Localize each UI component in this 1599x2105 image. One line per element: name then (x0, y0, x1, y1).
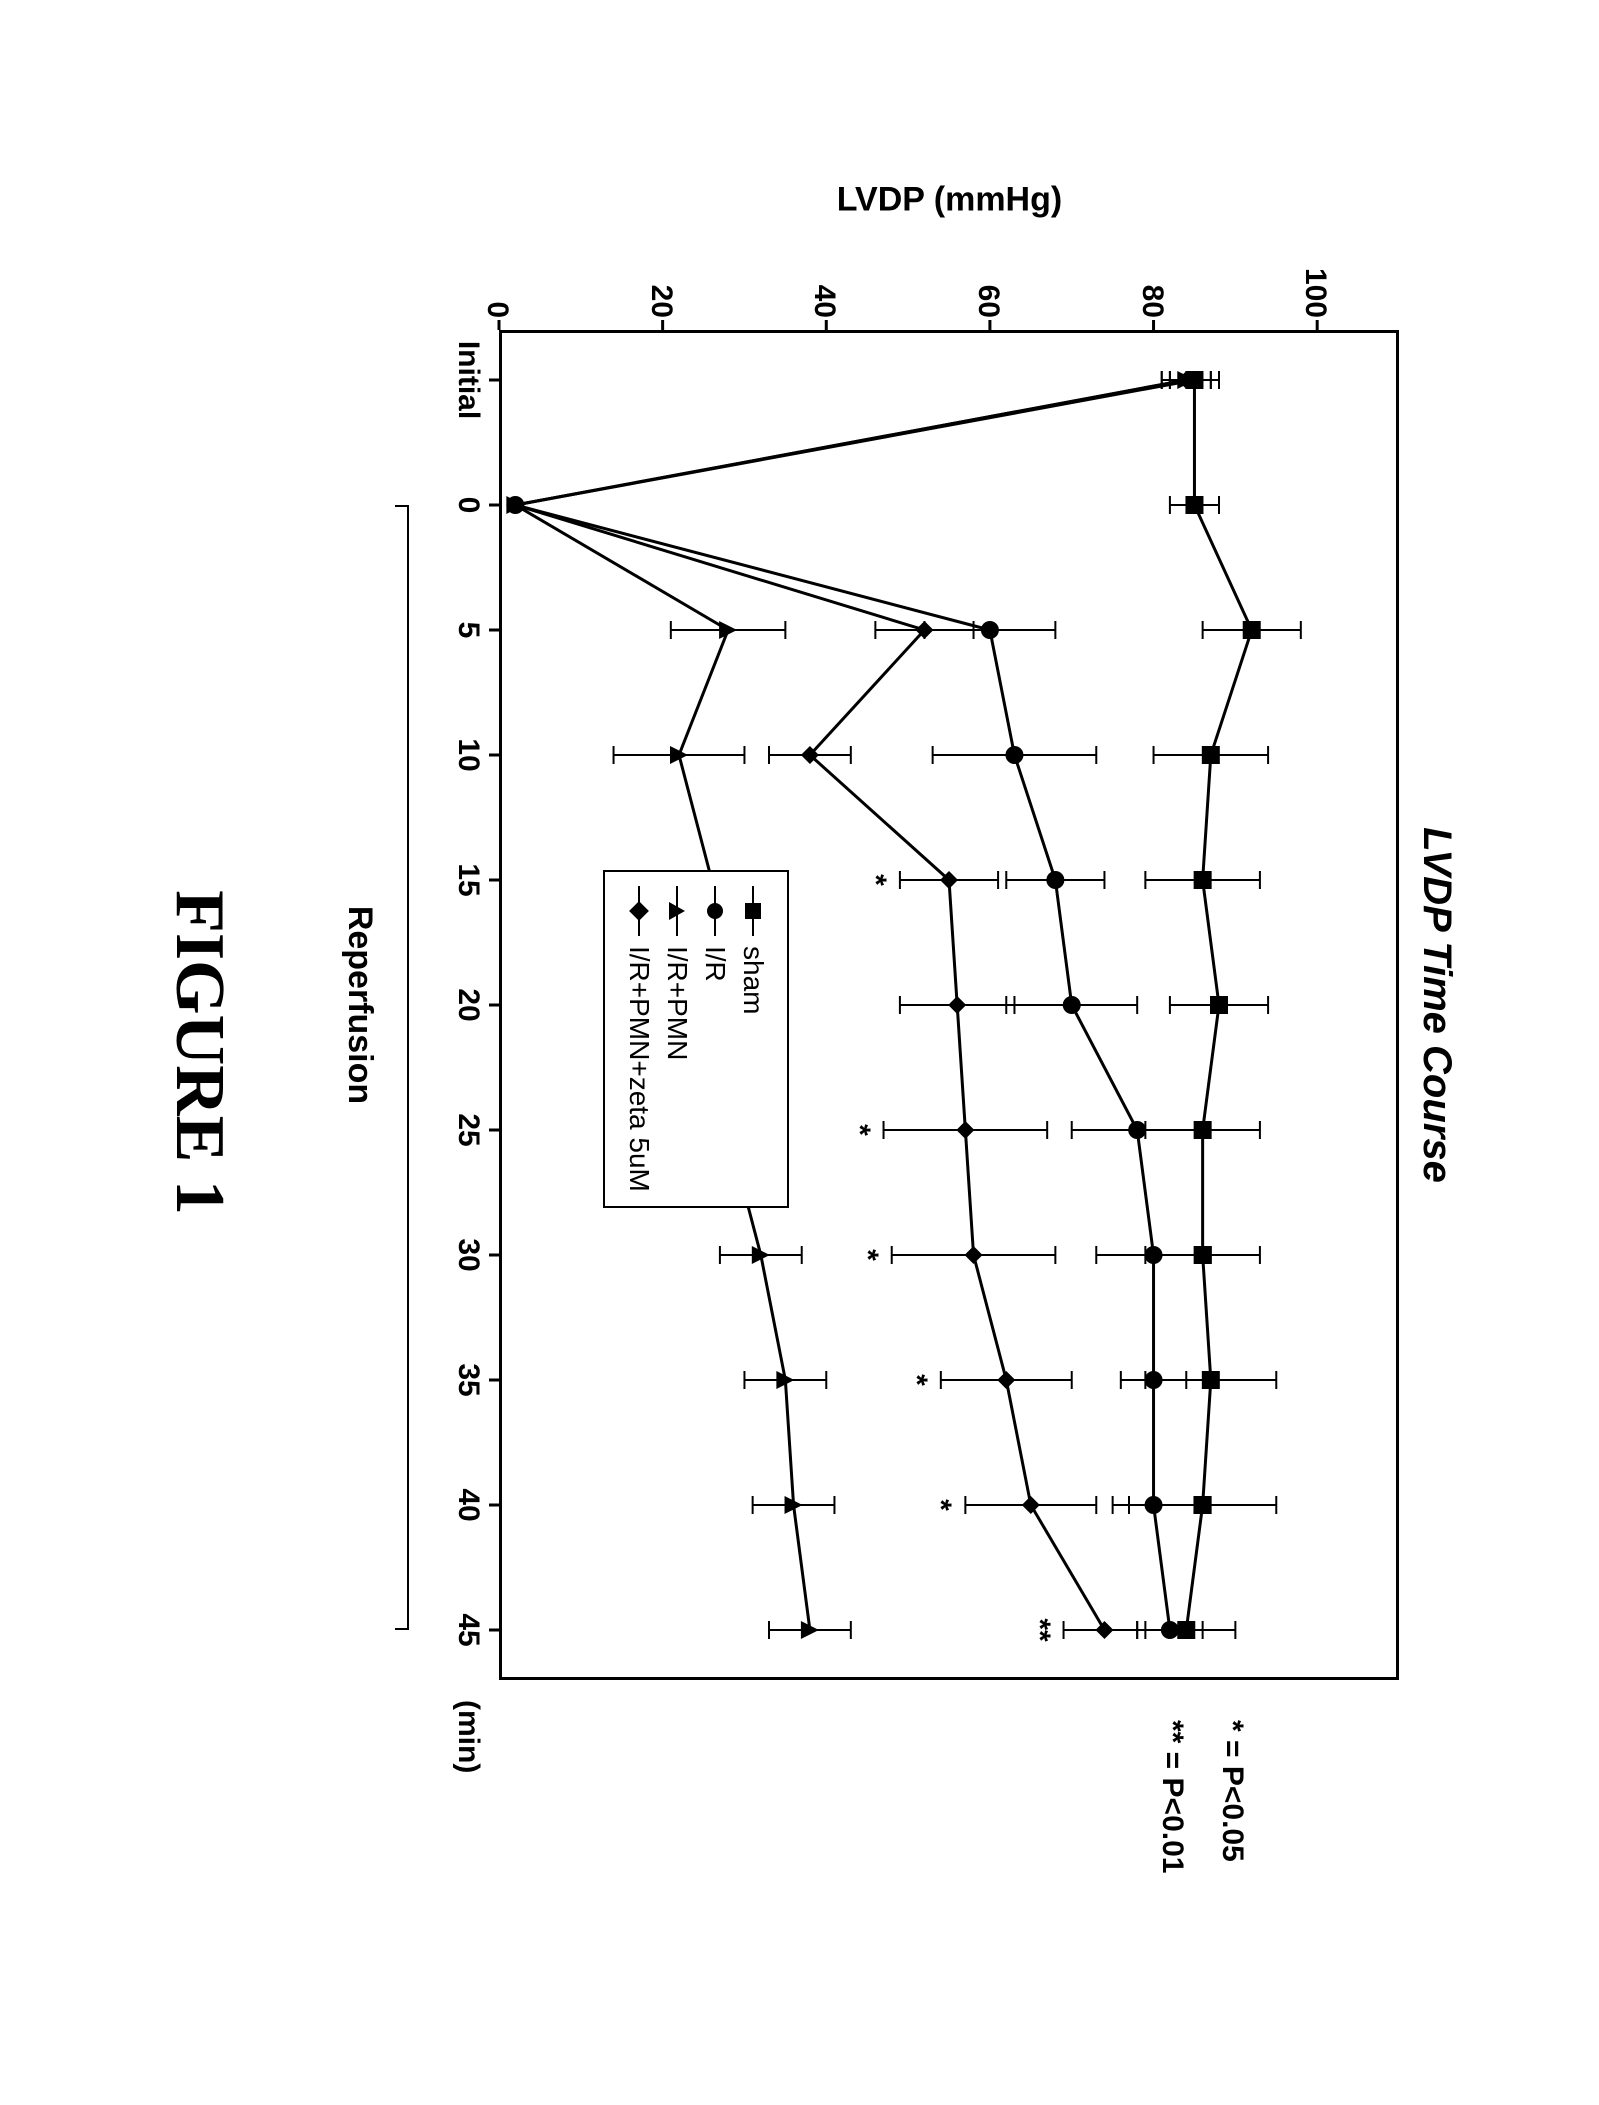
x-tick-label: 5 (451, 580, 485, 680)
x-tick-label: 30 (451, 1205, 485, 1305)
legend-item: I/R (699, 886, 731, 1192)
y-tick-label: 80 (1135, 248, 1169, 318)
legend-label: I/R+PMN+zeta 5uM (623, 946, 655, 1192)
significance-mark: * (858, 860, 892, 900)
x-tick-label: 15 (451, 830, 485, 930)
significance-mark: * (923, 1485, 957, 1525)
chart-canvas: LVDP Time Course LVDP (mmHg) Reperfusion… (0, 0, 1599, 2105)
y-tick-label: 0 (480, 248, 514, 318)
x-tick-label: 45 (451, 1580, 485, 1680)
legend-label: I/R (699, 946, 731, 982)
x-axis-label: Reperfusion (340, 330, 379, 1680)
significance-mark: * (842, 1110, 876, 1150)
significance-note-2: ** = P<0.01 (1155, 1720, 1189, 1873)
x-tick-label: 40 (451, 1455, 485, 1555)
diamond-marker-icon (629, 901, 649, 921)
chart-svg (0, 0, 1599, 2105)
y-tick-label: 20 (644, 248, 678, 318)
significance-mark: * (850, 1235, 884, 1275)
y-tick-label: 40 (807, 248, 841, 318)
legend-label: I/R+PMN (661, 946, 693, 1060)
y-tick-label: 60 (971, 248, 1005, 318)
legend-label: sham (737, 946, 769, 1014)
legend-box: shamI/RI/R+PMNI/R+PMN+zeta 5uM (603, 870, 789, 1208)
significance-note-1: * = P<0.05 (1215, 1720, 1249, 1862)
y-axis-label: LVDP (mmHg) (800, 181, 1100, 220)
triangle-marker-icon (669, 902, 685, 920)
x-tick-label: 25 (451, 1080, 485, 1180)
significance-mark: ** (1022, 1610, 1056, 1650)
x-tick-label: 10 (451, 705, 485, 805)
x-axis-bracket (395, 505, 409, 1630)
x-tick-label: 35 (451, 1330, 485, 1430)
square-marker-icon (745, 903, 761, 919)
legend-item: I/R+PMN (661, 886, 693, 1192)
legend-item: I/R+PMN+zeta 5uM (623, 886, 655, 1192)
figure-caption: FIGURE 1 (159, 0, 239, 2105)
x-tick-label: 20 (451, 955, 485, 1055)
circle-marker-icon (707, 903, 723, 919)
y-tick-label: 100 (1298, 248, 1332, 318)
legend-item: sham (737, 886, 769, 1192)
x-tick-label: 0 (451, 455, 485, 555)
x-tick-label: Initial (451, 330, 485, 430)
x-axis-unit: (min) (451, 1700, 485, 1773)
significance-mark: * (899, 1360, 933, 1400)
